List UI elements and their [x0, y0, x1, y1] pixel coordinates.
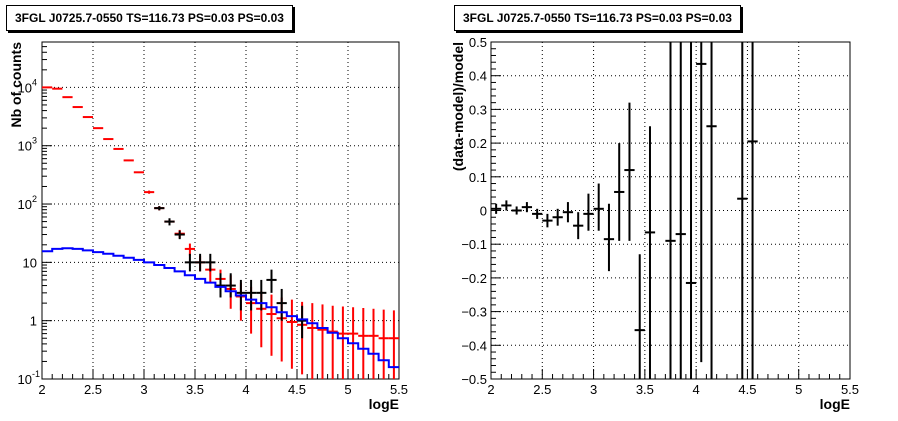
x-axis-label: logE — [820, 396, 850, 412]
x-tick-label: 3.5 — [636, 382, 654, 397]
x-tick-label: 4 — [693, 382, 700, 397]
right-chart-title: 3FGL J0725.7-0550 TS=116.73 PS=0.03 PS=0… — [454, 5, 741, 31]
x-tick-label: 3 — [590, 382, 597, 397]
x-tick-label: 5 — [344, 382, 351, 397]
plot-frame — [41, 41, 400, 380]
y-axis-label: (data-model)/model — [450, 42, 466, 171]
y-tick-label: 0 — [480, 204, 487, 219]
model-step-line — [42, 247, 399, 369]
x-tick-label: 2 — [487, 382, 494, 397]
y-tick-exponent: 3 — [32, 136, 37, 146]
x-tick-label: 2 — [38, 382, 45, 397]
left-chart-title: 3FGL J0725.7-0550 TS=116.73 PS=0.03 PS=0… — [6, 5, 293, 31]
x-tick-label: 2.5 — [84, 382, 102, 397]
x-tick-label: 3 — [140, 382, 147, 397]
y-tick-label: 10 — [18, 139, 32, 154]
x-tick-label: 5.5 — [841, 382, 859, 397]
y-tick-exponent: 4 — [32, 77, 37, 87]
y-tick-label: 0.5 — [469, 35, 487, 50]
y-tick-label: 0.1 — [469, 170, 487, 185]
y-tick-label: −0.3 — [461, 305, 487, 320]
x-tick-label: 4.5 — [288, 382, 306, 397]
x-tick-label: 4.5 — [738, 382, 756, 397]
y-tick-exponent: 2 — [32, 194, 37, 204]
x-tick-label: 5 — [795, 382, 802, 397]
y-tick-label: 10 — [23, 255, 37, 270]
y-tick-label: 10 — [18, 372, 32, 387]
x-axis-label: logE — [369, 396, 399, 412]
residuals-plot: 2 2.5 3 3.5 4 4.5 5 5.5 −0.5 −0.4 −0.3 −0.2 −0.1 0 0.1… — [450, 35, 859, 412]
y-tick-label: −0.2 — [461, 271, 487, 286]
y-tick-label: 0.3 — [469, 102, 487, 117]
y-tick-exponent: -1 — [32, 369, 40, 379]
y-tick-label: 10 — [18, 197, 32, 212]
x-tick-label: 3.5 — [186, 382, 204, 397]
y-axis-label: Nb of counts — [8, 42, 24, 128]
y-tick-label: 1 — [30, 314, 37, 329]
y-tick-label: 0.2 — [469, 136, 487, 151]
y-tick-label: −0.1 — [461, 237, 487, 252]
x-tick-label: 5.5 — [390, 382, 408, 397]
y-tick-label: −0.5 — [461, 372, 487, 387]
y-tick-label: −0.4 — [461, 338, 487, 353]
x-tick-label: 4 — [242, 382, 249, 397]
x-tick-label: 2.5 — [533, 382, 551, 397]
y-tick-label: 10 — [18, 80, 32, 95]
y-tick-label: 0.4 — [469, 69, 487, 84]
